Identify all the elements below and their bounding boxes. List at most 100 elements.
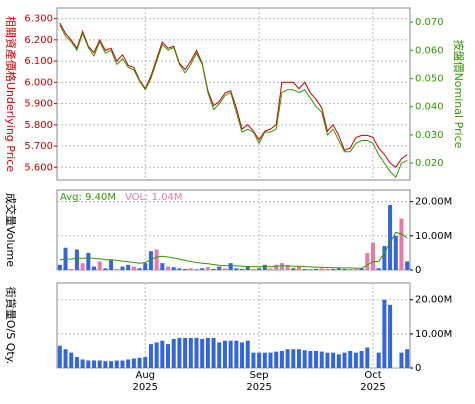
bar xyxy=(103,361,108,368)
bar xyxy=(86,252,91,270)
bar xyxy=(211,268,216,270)
y-tick-label: 10.00M xyxy=(415,231,452,242)
bar xyxy=(194,269,199,270)
bar xyxy=(160,263,165,270)
bar xyxy=(399,352,404,368)
bar xyxy=(405,349,410,368)
bar xyxy=(279,350,284,368)
bar xyxy=(183,337,188,368)
bar xyxy=(319,268,324,270)
bar xyxy=(240,342,245,368)
line-series xyxy=(59,24,408,179)
line-series xyxy=(59,231,408,269)
bar xyxy=(251,352,256,368)
y-tick-label: 5.900 xyxy=(24,99,53,110)
bar xyxy=(234,268,239,270)
bar xyxy=(228,340,233,368)
bar xyxy=(331,352,336,368)
bar xyxy=(188,268,193,270)
bar xyxy=(279,263,284,270)
bar xyxy=(217,266,222,270)
bar xyxy=(154,342,159,368)
bar xyxy=(393,235,398,270)
bar xyxy=(342,352,347,368)
bar xyxy=(240,268,245,270)
bar xyxy=(285,349,290,368)
bar xyxy=(342,268,347,270)
bar xyxy=(348,269,353,270)
bar xyxy=(257,268,262,270)
bar xyxy=(285,264,290,270)
bar xyxy=(376,352,381,368)
y2-tick-label: 0.020 xyxy=(415,158,444,169)
bar xyxy=(234,340,239,368)
bar xyxy=(120,266,125,270)
bar xyxy=(365,347,370,368)
bar xyxy=(97,261,102,270)
bar xyxy=(245,340,250,368)
bar xyxy=(143,263,148,270)
bar xyxy=(63,349,68,368)
y-tick-label: 0 xyxy=(415,265,421,276)
bar xyxy=(131,358,136,368)
y-tick-label: 6.200 xyxy=(24,35,53,46)
y-tick-label: 0 xyxy=(415,363,421,374)
bar xyxy=(126,264,131,270)
bar xyxy=(302,268,307,270)
bar xyxy=(114,360,119,368)
bar xyxy=(103,268,108,270)
bar xyxy=(109,259,114,270)
bar xyxy=(314,350,319,368)
bar xyxy=(388,304,393,368)
bar xyxy=(131,266,136,270)
bar xyxy=(308,350,313,368)
bar xyxy=(325,352,330,368)
bar xyxy=(200,338,205,368)
line-series xyxy=(59,22,408,169)
bar xyxy=(370,242,375,270)
bar xyxy=(188,337,193,368)
bar xyxy=(228,263,233,270)
bar xyxy=(251,268,256,270)
bar xyxy=(69,268,74,270)
bar xyxy=(382,246,387,270)
bar xyxy=(245,266,250,270)
bar xyxy=(120,360,125,368)
bar xyxy=(171,267,176,270)
bar xyxy=(365,252,370,270)
bar xyxy=(296,349,301,368)
bar xyxy=(74,357,79,368)
y-tick-label: 20.00M xyxy=(415,295,452,306)
bar xyxy=(353,352,358,368)
bar xyxy=(222,340,227,368)
bar xyxy=(291,349,296,368)
y2-tick-label: 0.040 xyxy=(415,102,444,113)
bar xyxy=(274,264,279,270)
y2-tick-label: 0.030 xyxy=(415,130,444,141)
bar xyxy=(359,268,364,270)
bar xyxy=(114,268,119,270)
bar xyxy=(57,264,62,270)
legend-vol: VOL: 1.04M xyxy=(125,192,183,203)
bar xyxy=(274,351,279,368)
panel-frame xyxy=(56,189,411,271)
bar xyxy=(262,264,267,270)
y-tick-label: 5.700 xyxy=(24,141,53,152)
bar xyxy=(205,267,210,270)
y-tick-label: 6.300 xyxy=(24,14,53,25)
bar xyxy=(57,345,62,368)
bar xyxy=(97,360,102,368)
bar xyxy=(308,269,313,270)
bar xyxy=(74,249,79,270)
bar xyxy=(262,352,267,368)
y-tick-label: 6.000 xyxy=(24,77,53,88)
x-tick-label: Oct 2025 xyxy=(360,370,386,393)
bar xyxy=(268,268,273,270)
bar xyxy=(376,268,381,270)
bar xyxy=(92,360,97,368)
bar xyxy=(314,268,319,270)
bar xyxy=(80,359,85,368)
legend-avg: Avg: 9.40M xyxy=(60,192,116,203)
